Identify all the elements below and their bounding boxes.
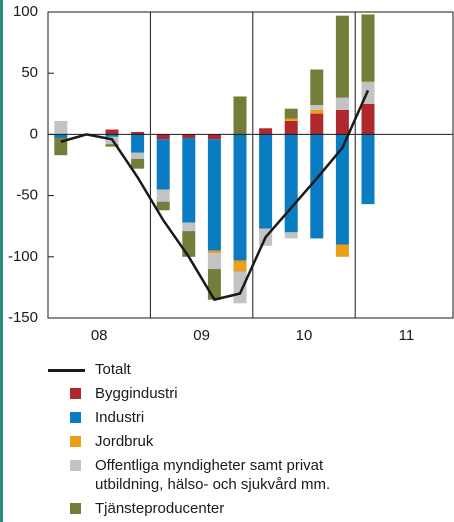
y-tick-label: -50 <box>16 187 38 204</box>
legend-swatch <box>48 408 95 427</box>
legend: Totalt Byggindustri Industri Jordbruk Offent… <box>48 360 448 522</box>
bar-segment <box>131 134 145 153</box>
bar-segment <box>361 103 375 135</box>
bar-segment <box>259 134 273 229</box>
legend-item: Industri <box>48 408 448 427</box>
legend-label: Offentliga myndigheter samt privat utbil… <box>95 457 331 493</box>
bar-segment <box>54 138 68 156</box>
legend-swatch <box>48 432 95 451</box>
bar-segment <box>54 120 68 135</box>
plot-frame <box>47 11 454 319</box>
bar-segment <box>207 269 221 300</box>
y-tick-label: 50 <box>21 64 38 81</box>
bar-segment <box>310 109 324 114</box>
bar-segment <box>310 105 324 110</box>
legend-item: Jordbruk <box>48 432 448 451</box>
bar-segment <box>335 97 349 110</box>
y-tick-label: 0 <box>30 125 38 142</box>
bar-segment <box>54 134 68 139</box>
bar-segment <box>310 113 324 135</box>
bar-segment <box>233 260 247 272</box>
bar-segment <box>207 139 221 251</box>
bar-segment <box>361 14 375 82</box>
legend-swatch <box>48 499 95 518</box>
bar-segment <box>156 139 170 190</box>
bar-segment <box>284 108 298 119</box>
bar-segment <box>207 250 221 254</box>
bar-segment <box>131 152 145 159</box>
total-line <box>60 89 370 302</box>
bar-segment <box>156 134 170 140</box>
bar-segment <box>182 222 196 232</box>
bar-segment <box>284 232 298 239</box>
bar-segment <box>310 134 324 239</box>
bar-segment <box>335 244 349 257</box>
bar-segment <box>131 131 145 135</box>
bar-segment <box>233 134 247 261</box>
legend-label: Totalt <box>95 361 131 378</box>
bar-segment <box>207 253 221 270</box>
bar-segment <box>284 120 298 135</box>
x-tick-label: 09 <box>193 327 210 344</box>
bar-segment <box>105 144 119 147</box>
legend-item: Tjänsteproducenter <box>48 499 448 518</box>
legend-item: Totalt <box>48 360 448 379</box>
bar-segment <box>335 15 349 98</box>
bar-segment <box>259 128 273 135</box>
legend-label: Industri <box>95 409 145 426</box>
x-tick-label: 11 <box>399 327 415 344</box>
bar-segment <box>335 134 349 245</box>
legend-label: Jordbruk <box>95 433 154 450</box>
y-tick-label: 100 <box>13 3 38 20</box>
bar-segment <box>361 134 375 205</box>
legend-swatch <box>48 360 95 379</box>
legend-item: Byggindustri <box>48 384 448 403</box>
bar-segment <box>131 158 145 169</box>
bar-segment <box>284 134 298 233</box>
bar-segment <box>182 134 196 139</box>
legend-swatch <box>48 456 95 475</box>
bar-segment <box>156 189 170 202</box>
x-tick-label: 10 <box>296 327 313 344</box>
bar-segment <box>284 118 298 121</box>
bar-segment <box>156 201 170 211</box>
legend-swatch <box>48 384 95 403</box>
legend-label: Byggindustri <box>95 385 178 402</box>
bar-segment <box>233 96 247 135</box>
bar-segment <box>105 134 119 137</box>
legend-label: Tjänsteproducenter <box>95 500 225 517</box>
bar-segment <box>233 271 247 304</box>
bar-segment <box>105 129 119 135</box>
x-tick-label: 08 <box>91 327 108 344</box>
bar-segment <box>310 69 324 106</box>
side-strip <box>0 0 3 522</box>
y-tick-label: -150 <box>8 309 38 326</box>
bar-segment <box>182 231 196 257</box>
legend-item: Offentliga myndigheter samt privat utbil… <box>48 456 448 494</box>
bar-segment <box>207 134 221 140</box>
bar-segment <box>335 109 349 135</box>
y-tick-label: -100 <box>8 248 38 265</box>
bar-segment <box>182 138 196 223</box>
